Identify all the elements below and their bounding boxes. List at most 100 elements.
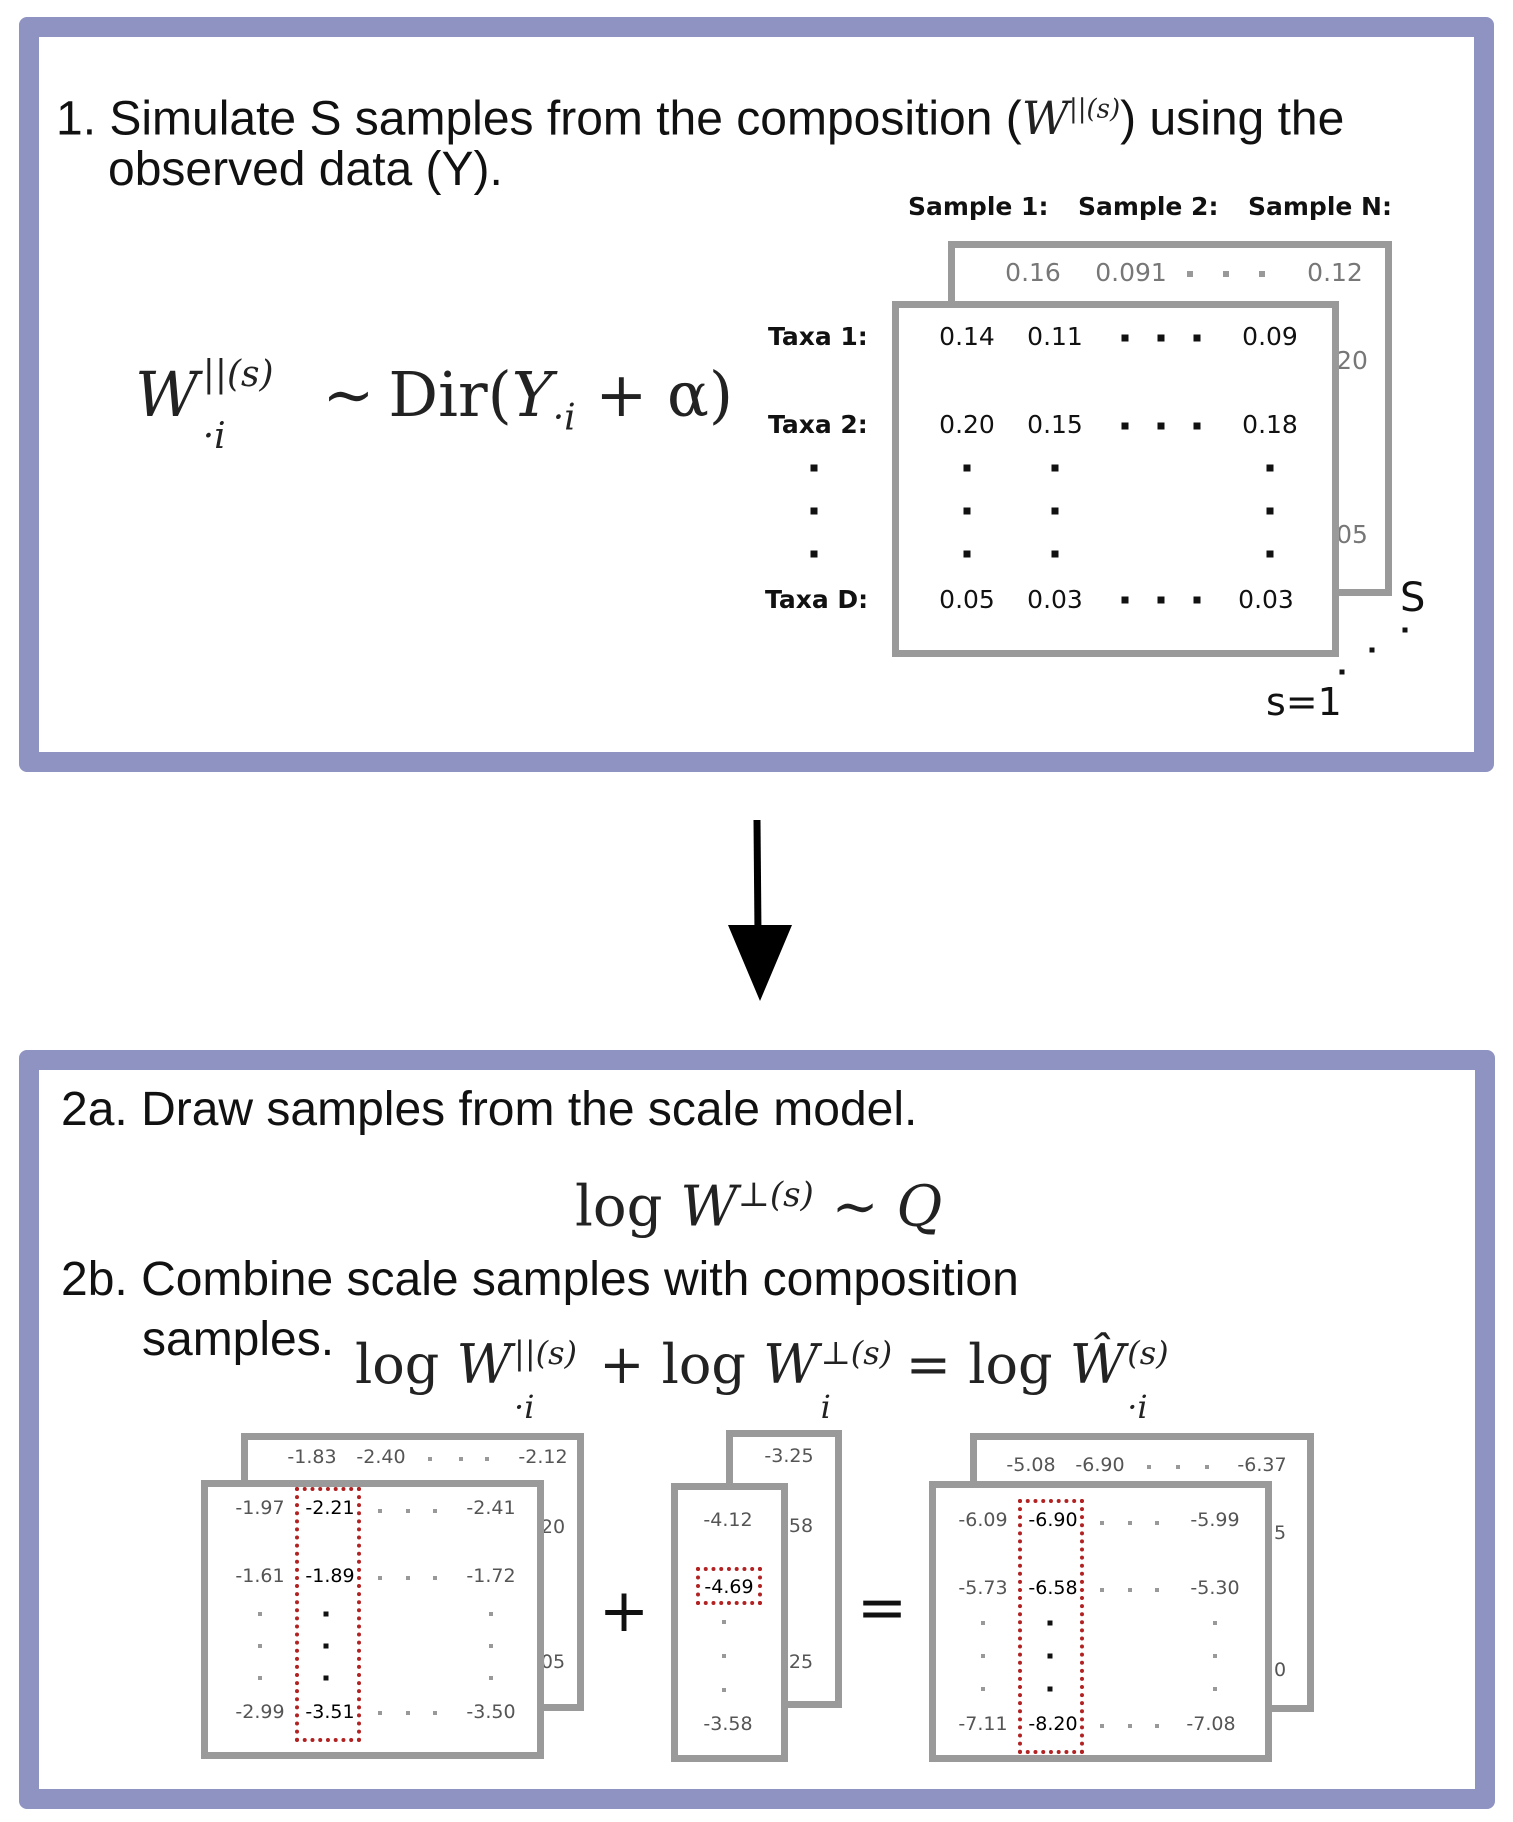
matrix-cell: -2.41 <box>466 1497 516 1519</box>
col-ellipsis-dot <box>489 1676 493 1680</box>
col-ellipsis-dot <box>963 464 971 472</box>
step1-text-b: ) using the <box>1120 92 1345 146</box>
col-ellipsis-dot <box>981 1687 985 1691</box>
matrix-cell: 0.18 <box>1242 410 1298 439</box>
back-edge-value: 25 <box>788 1651 814 1673</box>
stack-top-label: S <box>1400 575 1426 621</box>
sample-header-1: Sample 1: <box>908 192 1049 221</box>
col-ellipsis-dot <box>1213 1654 1217 1658</box>
eq2b-plus: + <box>582 1333 662 1396</box>
step2b-text-line2: samples. <box>142 1313 335 1366</box>
matrix-cell: 0.20 <box>939 410 995 439</box>
col-ellipsis-dot <box>1266 507 1274 515</box>
eq1-rhs-sub: ·i <box>552 397 576 439</box>
back-edge-value: 58 <box>788 1515 814 1537</box>
eq2b-t1-sup: ||(s) <box>514 1334 577 1372</box>
right-column-highlight <box>1018 1499 1084 1754</box>
inline-math-sup: ||(s) <box>1069 95 1121 125</box>
eq2b-t3-var: Ŵ <box>1069 1333 1126 1396</box>
row-label-taxa-1: Taxa 1: <box>768 322 868 351</box>
back-edge-value: 05 <box>540 1651 566 1673</box>
inline-math-var: W <box>1021 91 1069 146</box>
col-ellipsis-dot <box>722 1688 726 1692</box>
ellipsis-dot <box>378 1576 382 1580</box>
back-value: -6.37 <box>1237 1454 1287 1476</box>
back-edge-value: 20 <box>1336 346 1368 375</box>
ellipsis-dot <box>1128 1724 1132 1728</box>
back-edge-value: 05 <box>1336 520 1368 549</box>
dirichlet-equation: W ||(s) ·i ∼ Dir(Y·i + α) <box>135 354 733 458</box>
ellipsis-dot <box>1187 271 1193 277</box>
back-edge-value: 20 <box>540 1516 566 1538</box>
eq2a-sup: ⊥(s) <box>737 1175 814 1215</box>
row-ellipsis-dot <box>810 507 818 515</box>
matrix-cell: -1.97 <box>235 1497 285 1519</box>
back-value: 0.091 <box>1095 258 1167 287</box>
eq2a-var: W <box>680 1174 738 1240</box>
matrix-cell: -2.99 <box>235 1701 285 1723</box>
ellipsis-dot <box>406 1711 410 1715</box>
sample-header-n: Sample N: <box>1248 192 1392 221</box>
matrix-cell: -5.30 <box>1190 1577 1240 1599</box>
ellipsis-dot <box>1157 596 1165 604</box>
ellipsis-dot <box>1121 334 1129 342</box>
ellipsis-dot <box>406 1509 410 1513</box>
matrix-cell: 0.14 <box>939 322 995 351</box>
col-ellipsis-dot <box>1047 1653 1053 1659</box>
col-ellipsis-dot <box>722 1620 726 1624</box>
col-ellipsis-dot <box>981 1621 985 1625</box>
ellipsis-dot <box>1147 1465 1151 1469</box>
matrix-cell-highlight: -1.89 <box>305 1565 355 1587</box>
col-ellipsis-dot <box>258 1676 262 1680</box>
ellipsis-dot <box>1155 1521 1159 1525</box>
ellipsis-dot <box>1100 1724 1104 1728</box>
col-ellipsis-dot <box>1051 507 1059 515</box>
col-ellipsis-dot <box>258 1612 262 1616</box>
matrix-cell: -5.99 <box>1190 1509 1240 1531</box>
stack-bottom-label: s=1 <box>1266 680 1342 724</box>
col-ellipsis-dot <box>1266 550 1274 558</box>
ellipsis-dot <box>459 1457 463 1461</box>
matrix-cell-highlight: -6.90 <box>1028 1509 1078 1531</box>
vector-cell-highlight: -4.69 <box>704 1576 754 1598</box>
col-ellipsis-dot <box>981 1654 985 1658</box>
ellipsis-dot <box>1100 1588 1104 1592</box>
ellipsis-dot <box>433 1576 437 1580</box>
eq1-lhs-sub: ·i <box>202 416 226 457</box>
matrix-cell: 0.15 <box>1027 410 1083 439</box>
ellipsis-dot <box>1128 1521 1132 1525</box>
ellipsis-dot <box>1121 596 1129 604</box>
matrix-cell-highlight: -3.51 <box>305 1701 355 1723</box>
eq1-lhs-var: W <box>135 358 199 431</box>
col-ellipsis-dot <box>1051 550 1059 558</box>
back-value: -2.40 <box>356 1446 406 1468</box>
matrix-cell: -7.11 <box>958 1713 1008 1735</box>
col-ellipsis-dot <box>489 1644 493 1648</box>
eq2b-t3-sub: ·i <box>1127 1388 1148 1426</box>
col-ellipsis-dot <box>258 1644 262 1648</box>
col-ellipsis-dot <box>1213 1621 1217 1625</box>
back-value: -1.83 <box>287 1446 337 1468</box>
middle-value-highlight <box>696 1567 762 1605</box>
ellipsis-dot <box>378 1711 382 1715</box>
equals-sign: = <box>856 1573 908 1643</box>
matrix-cell: -5.73 <box>958 1577 1008 1599</box>
step1-text-line2: observed data (Y). <box>108 143 503 196</box>
ellipsis-dot <box>406 1576 410 1580</box>
middle-vector-front <box>671 1483 788 1762</box>
ellipsis-dot <box>378 1509 382 1513</box>
eq2b-t1-sub: ·i <box>514 1388 535 1426</box>
eq1-lhs-sup: ||(s) <box>202 354 274 395</box>
plus-sign: + <box>598 1576 650 1646</box>
step1-inline-math: W||(s) <box>1022 91 1120 145</box>
ellipsis-dot <box>1205 1465 1209 1469</box>
eq2a-log: log <box>575 1174 681 1240</box>
row-label-taxa-2: Taxa 2: <box>768 410 868 439</box>
ellipsis-dot <box>1155 1724 1159 1728</box>
step1-text-a: 1. Simulate S samples from the compositi… <box>56 92 1022 146</box>
step2b-text-line1: 2b. Combine scale samples with compositi… <box>61 1253 1019 1306</box>
back-edge-value: 0 <box>1273 1659 1287 1681</box>
ellipsis-dot <box>1128 1588 1132 1592</box>
ellipsis-dot <box>1193 596 1201 604</box>
stack-ellipsis-dot <box>1402 627 1408 633</box>
